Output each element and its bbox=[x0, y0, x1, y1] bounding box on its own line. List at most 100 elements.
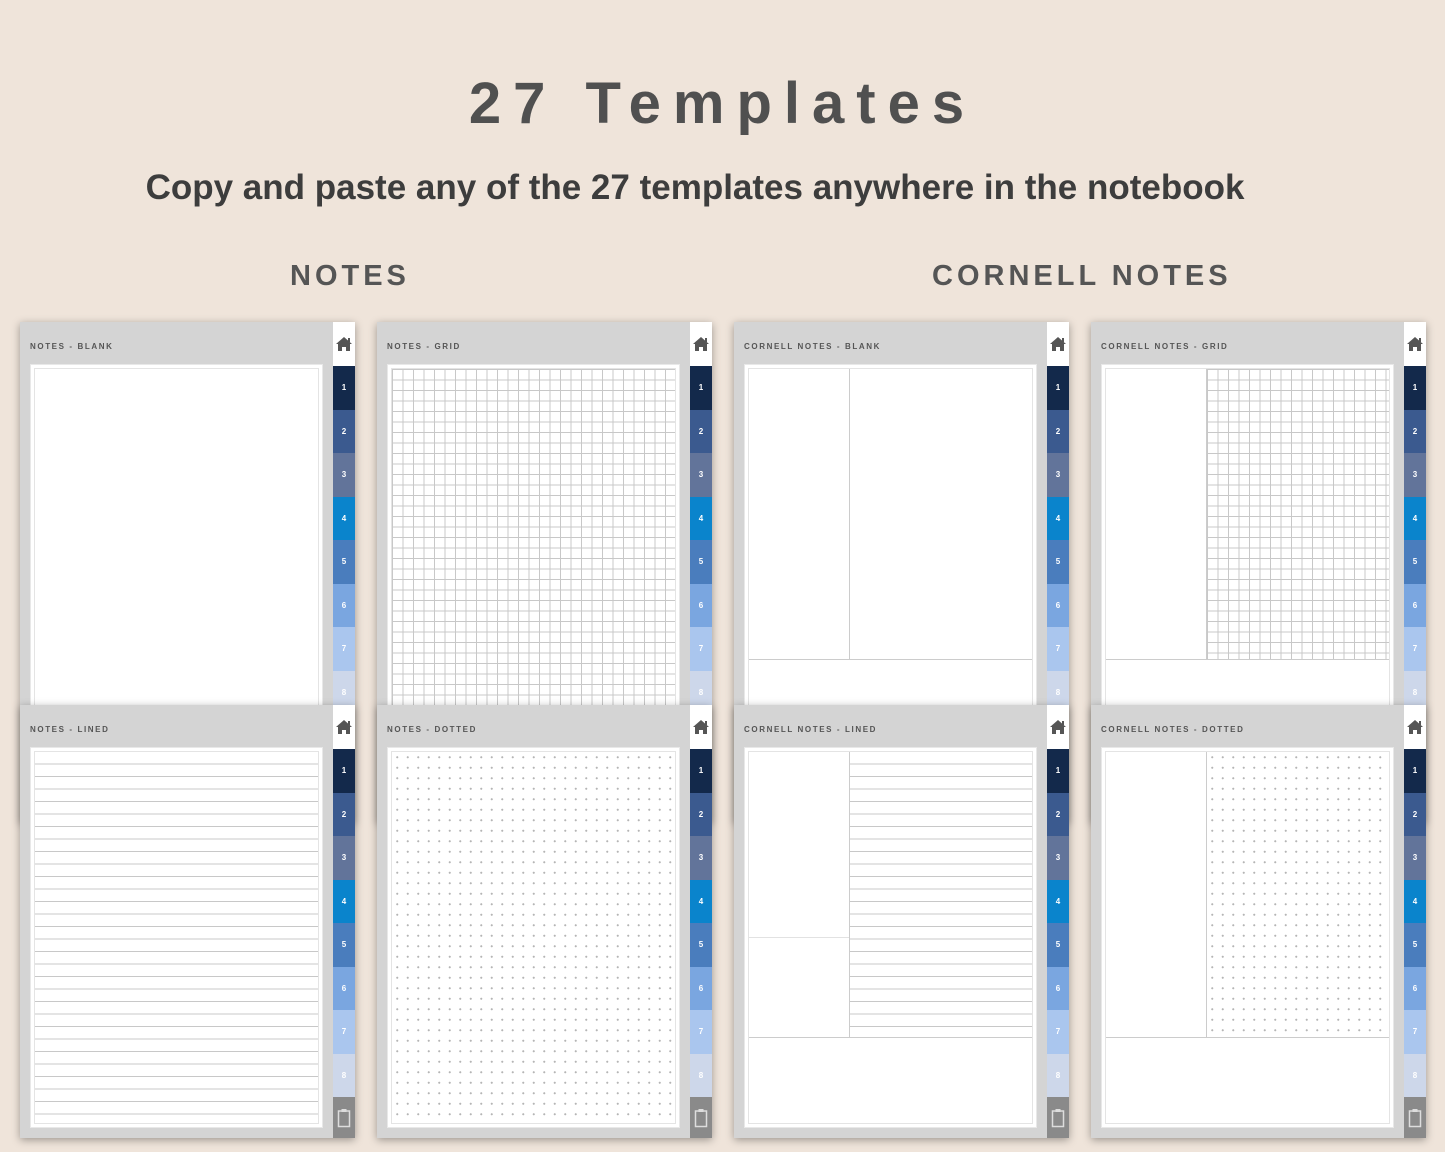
tab-2[interactable]: 2 bbox=[1047, 792, 1069, 836]
summary-divider bbox=[749, 659, 1032, 660]
tab-7[interactable]: 7 bbox=[1047, 1010, 1069, 1054]
summary-divider bbox=[1106, 1037, 1389, 1038]
tab-7[interactable]: 7 bbox=[1047, 627, 1069, 671]
tab-8[interactable]: 8 bbox=[333, 670, 355, 714]
tab-5[interactable]: 5 bbox=[690, 923, 712, 967]
page-title: 27 Templates bbox=[468, 71, 977, 136]
tab-6[interactable]: 6 bbox=[333, 583, 355, 627]
tab-3[interactable]: 3 bbox=[690, 453, 712, 497]
tab-2[interactable]: 2 bbox=[1047, 409, 1069, 453]
tab-8[interactable]: 8 bbox=[333, 1053, 355, 1097]
tab-8[interactable]: 8 bbox=[1404, 1053, 1426, 1097]
home-icon bbox=[336, 337, 352, 351]
tab-1[interactable]: 1 bbox=[1404, 749, 1426, 793]
tab-4[interactable]: 4 bbox=[1047, 496, 1069, 540]
template-card[interactable]: NOTES - LINED 1 2 3 4 5 6 7 8 bbox=[20, 705, 355, 1138]
home-button[interactable] bbox=[690, 322, 712, 366]
tab-7[interactable]: 7 bbox=[690, 1010, 712, 1054]
tab-1[interactable]: 1 bbox=[1404, 366, 1426, 410]
tab-6[interactable]: 6 bbox=[333, 966, 355, 1010]
tab-1[interactable]: 1 bbox=[690, 366, 712, 410]
tab-1[interactable]: 1 bbox=[333, 366, 355, 410]
home-button[interactable] bbox=[333, 322, 355, 366]
tab-5[interactable]: 5 bbox=[690, 540, 712, 584]
tab-3[interactable]: 3 bbox=[1404, 453, 1426, 497]
home-button[interactable] bbox=[333, 705, 355, 749]
clipboard-button[interactable] bbox=[1047, 1097, 1069, 1138]
tab-4[interactable]: 4 bbox=[333, 496, 355, 540]
home-icon bbox=[1407, 337, 1423, 351]
tab-5[interactable]: 5 bbox=[333, 923, 355, 967]
home-icon bbox=[693, 337, 709, 351]
tab-3[interactable]: 3 bbox=[333, 453, 355, 497]
section-cornell-notes: CORNELL NOTES bbox=[932, 260, 1232, 292]
tab-6[interactable]: 6 bbox=[1404, 583, 1426, 627]
tab-8[interactable]: 8 bbox=[690, 670, 712, 714]
template-card[interactable]: CORNELL NOTES - DOTTED 1 2 3 4 5 6 7 8 bbox=[1091, 705, 1426, 1138]
tab-5[interactable]: 5 bbox=[1404, 923, 1426, 967]
tab-2[interactable]: 2 bbox=[1404, 409, 1426, 453]
tab-1[interactable]: 1 bbox=[690, 749, 712, 793]
tab-5[interactable]: 5 bbox=[333, 540, 355, 584]
template-label: CORNELL NOTES - GRID bbox=[1101, 342, 1229, 351]
home-button[interactable] bbox=[1047, 322, 1069, 366]
tab-6[interactable]: 6 bbox=[690, 583, 712, 627]
tab-7[interactable]: 7 bbox=[1404, 627, 1426, 671]
tab-5[interactable]: 5 bbox=[1047, 923, 1069, 967]
template-card[interactable]: CORNELL NOTES - LINED 1 2 3 4 5 6 7 8 bbox=[734, 705, 1069, 1138]
tab-4[interactable]: 4 bbox=[1404, 496, 1426, 540]
tab-8[interactable]: 8 bbox=[1404, 670, 1426, 714]
template-card[interactable]: NOTES - DOTTED 1 2 3 4 5 6 7 8 bbox=[377, 705, 712, 1138]
tab-2[interactable]: 2 bbox=[1404, 792, 1426, 836]
template-page bbox=[1101, 747, 1394, 1128]
tab-2[interactable]: 2 bbox=[333, 409, 355, 453]
tab-7[interactable]: 7 bbox=[333, 627, 355, 671]
clipboard-button[interactable] bbox=[1404, 1097, 1426, 1138]
tab-2[interactable]: 2 bbox=[690, 409, 712, 453]
tab-4[interactable]: 4 bbox=[1404, 879, 1426, 923]
tab-7[interactable]: 7 bbox=[333, 1010, 355, 1054]
home-icon bbox=[693, 720, 709, 734]
home-button[interactable] bbox=[690, 705, 712, 749]
tab-2[interactable]: 2 bbox=[690, 792, 712, 836]
tab-6[interactable]: 6 bbox=[690, 966, 712, 1010]
tab-3[interactable]: 3 bbox=[1047, 453, 1069, 497]
tab-5[interactable]: 5 bbox=[1404, 540, 1426, 584]
tab-4[interactable]: 4 bbox=[1047, 879, 1069, 923]
tab-3[interactable]: 3 bbox=[1404, 836, 1426, 880]
clipboard-button[interactable] bbox=[690, 1097, 712, 1138]
tab-8[interactable]: 8 bbox=[1047, 1053, 1069, 1097]
tab-8[interactable]: 8 bbox=[1047, 670, 1069, 714]
tab-1[interactable]: 1 bbox=[1047, 366, 1069, 410]
template-page bbox=[30, 747, 323, 1128]
tab-2[interactable]: 2 bbox=[333, 792, 355, 836]
tab-4[interactable]: 4 bbox=[690, 496, 712, 540]
tab-7[interactable]: 7 bbox=[1404, 1010, 1426, 1054]
tab-5[interactable]: 5 bbox=[1047, 540, 1069, 584]
notes-area bbox=[850, 369, 1032, 659]
clipboard-button[interactable] bbox=[333, 1097, 355, 1138]
tab-4[interactable]: 4 bbox=[690, 879, 712, 923]
cue-divider bbox=[849, 752, 850, 1037]
page-area bbox=[34, 751, 319, 1124]
tab-1[interactable]: 1 bbox=[1047, 749, 1069, 793]
tab-1[interactable]: 1 bbox=[333, 749, 355, 793]
tab-3[interactable]: 3 bbox=[690, 836, 712, 880]
notes-area bbox=[1207, 369, 1389, 659]
tab-7[interactable]: 7 bbox=[690, 627, 712, 671]
template-label: NOTES - BLANK bbox=[30, 342, 114, 351]
tab-6[interactable]: 6 bbox=[1047, 583, 1069, 627]
home-button[interactable] bbox=[1404, 322, 1426, 366]
tab-8[interactable]: 8 bbox=[690, 1053, 712, 1097]
page-area bbox=[748, 751, 1033, 1124]
tab-3[interactable]: 3 bbox=[333, 836, 355, 880]
home-button[interactable] bbox=[1047, 705, 1069, 749]
tab-6[interactable]: 6 bbox=[1047, 966, 1069, 1010]
tab-6[interactable]: 6 bbox=[1404, 966, 1426, 1010]
home-button[interactable] bbox=[1404, 705, 1426, 749]
home-icon bbox=[1050, 337, 1066, 351]
tab-4[interactable]: 4 bbox=[333, 879, 355, 923]
tab-3[interactable]: 3 bbox=[1047, 836, 1069, 880]
